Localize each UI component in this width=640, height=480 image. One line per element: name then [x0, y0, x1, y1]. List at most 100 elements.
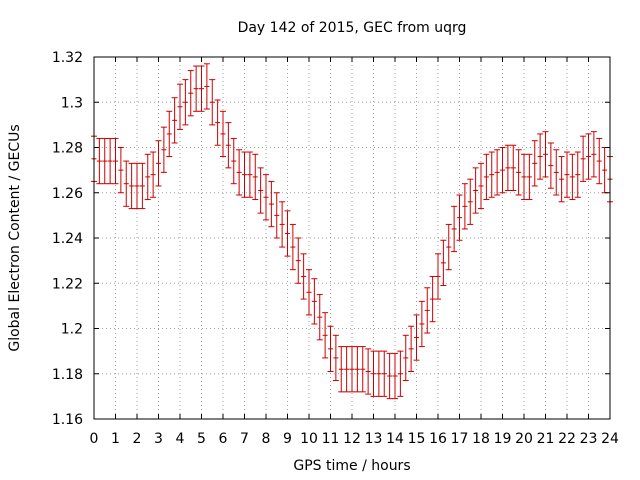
data-point — [397, 350, 404, 397]
data-point — [553, 149, 560, 196]
data-point — [601, 147, 608, 194]
data-point — [311, 278, 318, 325]
x-tick-label: 24 — [601, 431, 619, 447]
data-point — [494, 149, 501, 196]
data-point — [413, 314, 420, 361]
data-point — [279, 201, 286, 248]
data-point — [117, 147, 124, 194]
data-point — [327, 325, 334, 372]
data-point — [478, 162, 484, 210]
y-tick-label: 1.3 — [61, 95, 83, 111]
data-point — [107, 137, 114, 185]
data-point — [193, 65, 200, 112]
data-point — [187, 70, 194, 117]
data-point — [386, 352, 393, 400]
data-point — [230, 137, 237, 185]
data-point — [547, 142, 554, 189]
x-tick-label: 0 — [90, 431, 99, 447]
data-point — [456, 194, 463, 241]
data-point — [225, 122, 232, 169]
data-point — [343, 346, 350, 393]
y-tick-label: 1.32 — [52, 50, 83, 66]
data-point — [139, 162, 146, 210]
y-axis-title: Global Electron Content / GECUs — [7, 124, 23, 351]
data-point — [375, 350, 382, 397]
x-axis-title: GPS time / hours — [293, 458, 410, 474]
y-tick-label: 1.2 — [61, 322, 83, 338]
data-point — [166, 110, 173, 158]
data-point — [203, 63, 210, 110]
data-point — [359, 346, 366, 393]
data-point — [472, 167, 479, 214]
data-point — [580, 135, 587, 182]
data-point — [569, 153, 576, 201]
data-point — [354, 346, 361, 393]
data-point — [284, 210, 291, 257]
x-tick-label: 12 — [343, 431, 361, 447]
x-tick-labels: 0 1 2 3 4 5 6 7 8 9 10 11 12 13 14 15 16 17 18 19 20 21 22 23 24 — [90, 431, 619, 447]
x-tick-label: 8 — [262, 431, 271, 447]
x-tick-label: 10 — [300, 431, 318, 447]
x-tick-label: 20 — [515, 431, 533, 447]
x-tick-label: 23 — [580, 431, 598, 447]
data-point — [365, 348, 372, 395]
data-point — [171, 97, 178, 144]
data-point — [521, 153, 527, 201]
data-point — [542, 131, 549, 178]
x-tick-label: 14 — [386, 431, 404, 447]
data-point — [574, 151, 581, 198]
x-tick-label: 18 — [472, 431, 490, 447]
y-tick-label: 1.26 — [52, 186, 83, 202]
x-tick-label: 17 — [451, 431, 469, 447]
data-point — [96, 137, 103, 185]
data-point — [306, 269, 312, 316]
data-point — [273, 192, 280, 239]
data-point — [177, 83, 183, 130]
data-point — [429, 275, 436, 323]
data-point — [445, 223, 452, 271]
data-point — [467, 178, 474, 225]
data-point — [402, 334, 409, 382]
data-point — [515, 149, 522, 196]
x-tick-label: 22 — [558, 431, 576, 447]
data-point — [531, 140, 538, 187]
x-tick-label: 6 — [219, 431, 228, 447]
y-tick-label: 1.24 — [52, 231, 83, 247]
data-point — [268, 180, 275, 228]
data-point — [381, 350, 388, 397]
data-point — [220, 110, 226, 158]
x-tick-label: 5 — [197, 431, 206, 447]
x-tick-label: 7 — [240, 431, 249, 447]
x-tick-label: 13 — [365, 431, 383, 447]
data-point — [504, 144, 511, 191]
y-tick-labels: 1.16 1.18 1.2 1.22 1.24 1.26 1.28 1.3 1.32 — [52, 50, 83, 428]
data-point — [338, 346, 345, 393]
data-point — [241, 151, 248, 198]
data-point — [123, 160, 130, 207]
data-point — [263, 174, 269, 221]
data-point — [101, 137, 108, 185]
x-tick-label: 9 — [283, 431, 292, 447]
data-point — [564, 151, 570, 198]
data-point — [392, 352, 398, 400]
x-tick-label: 4 — [176, 431, 185, 447]
x-tick-label: 16 — [429, 431, 447, 447]
data-point — [590, 131, 597, 178]
data-point — [370, 350, 377, 397]
data-point — [150, 151, 157, 198]
data-point — [112, 137, 119, 185]
x-tick-label: 21 — [537, 431, 555, 447]
data-point — [295, 237, 302, 284]
data-point — [585, 133, 592, 180]
data-point — [451, 205, 458, 253]
data-point — [214, 99, 221, 146]
chart-title: Day 142 of 2015, GEC from uqrg — [238, 20, 467, 36]
data-point — [332, 334, 339, 382]
data-point — [322, 312, 329, 359]
x-tick-label: 11 — [322, 431, 340, 447]
data-point — [526, 153, 533, 201]
data-point — [182, 79, 189, 126]
y-tick-label: 1.22 — [52, 276, 83, 292]
y-tick-label: 1.16 — [52, 412, 83, 428]
